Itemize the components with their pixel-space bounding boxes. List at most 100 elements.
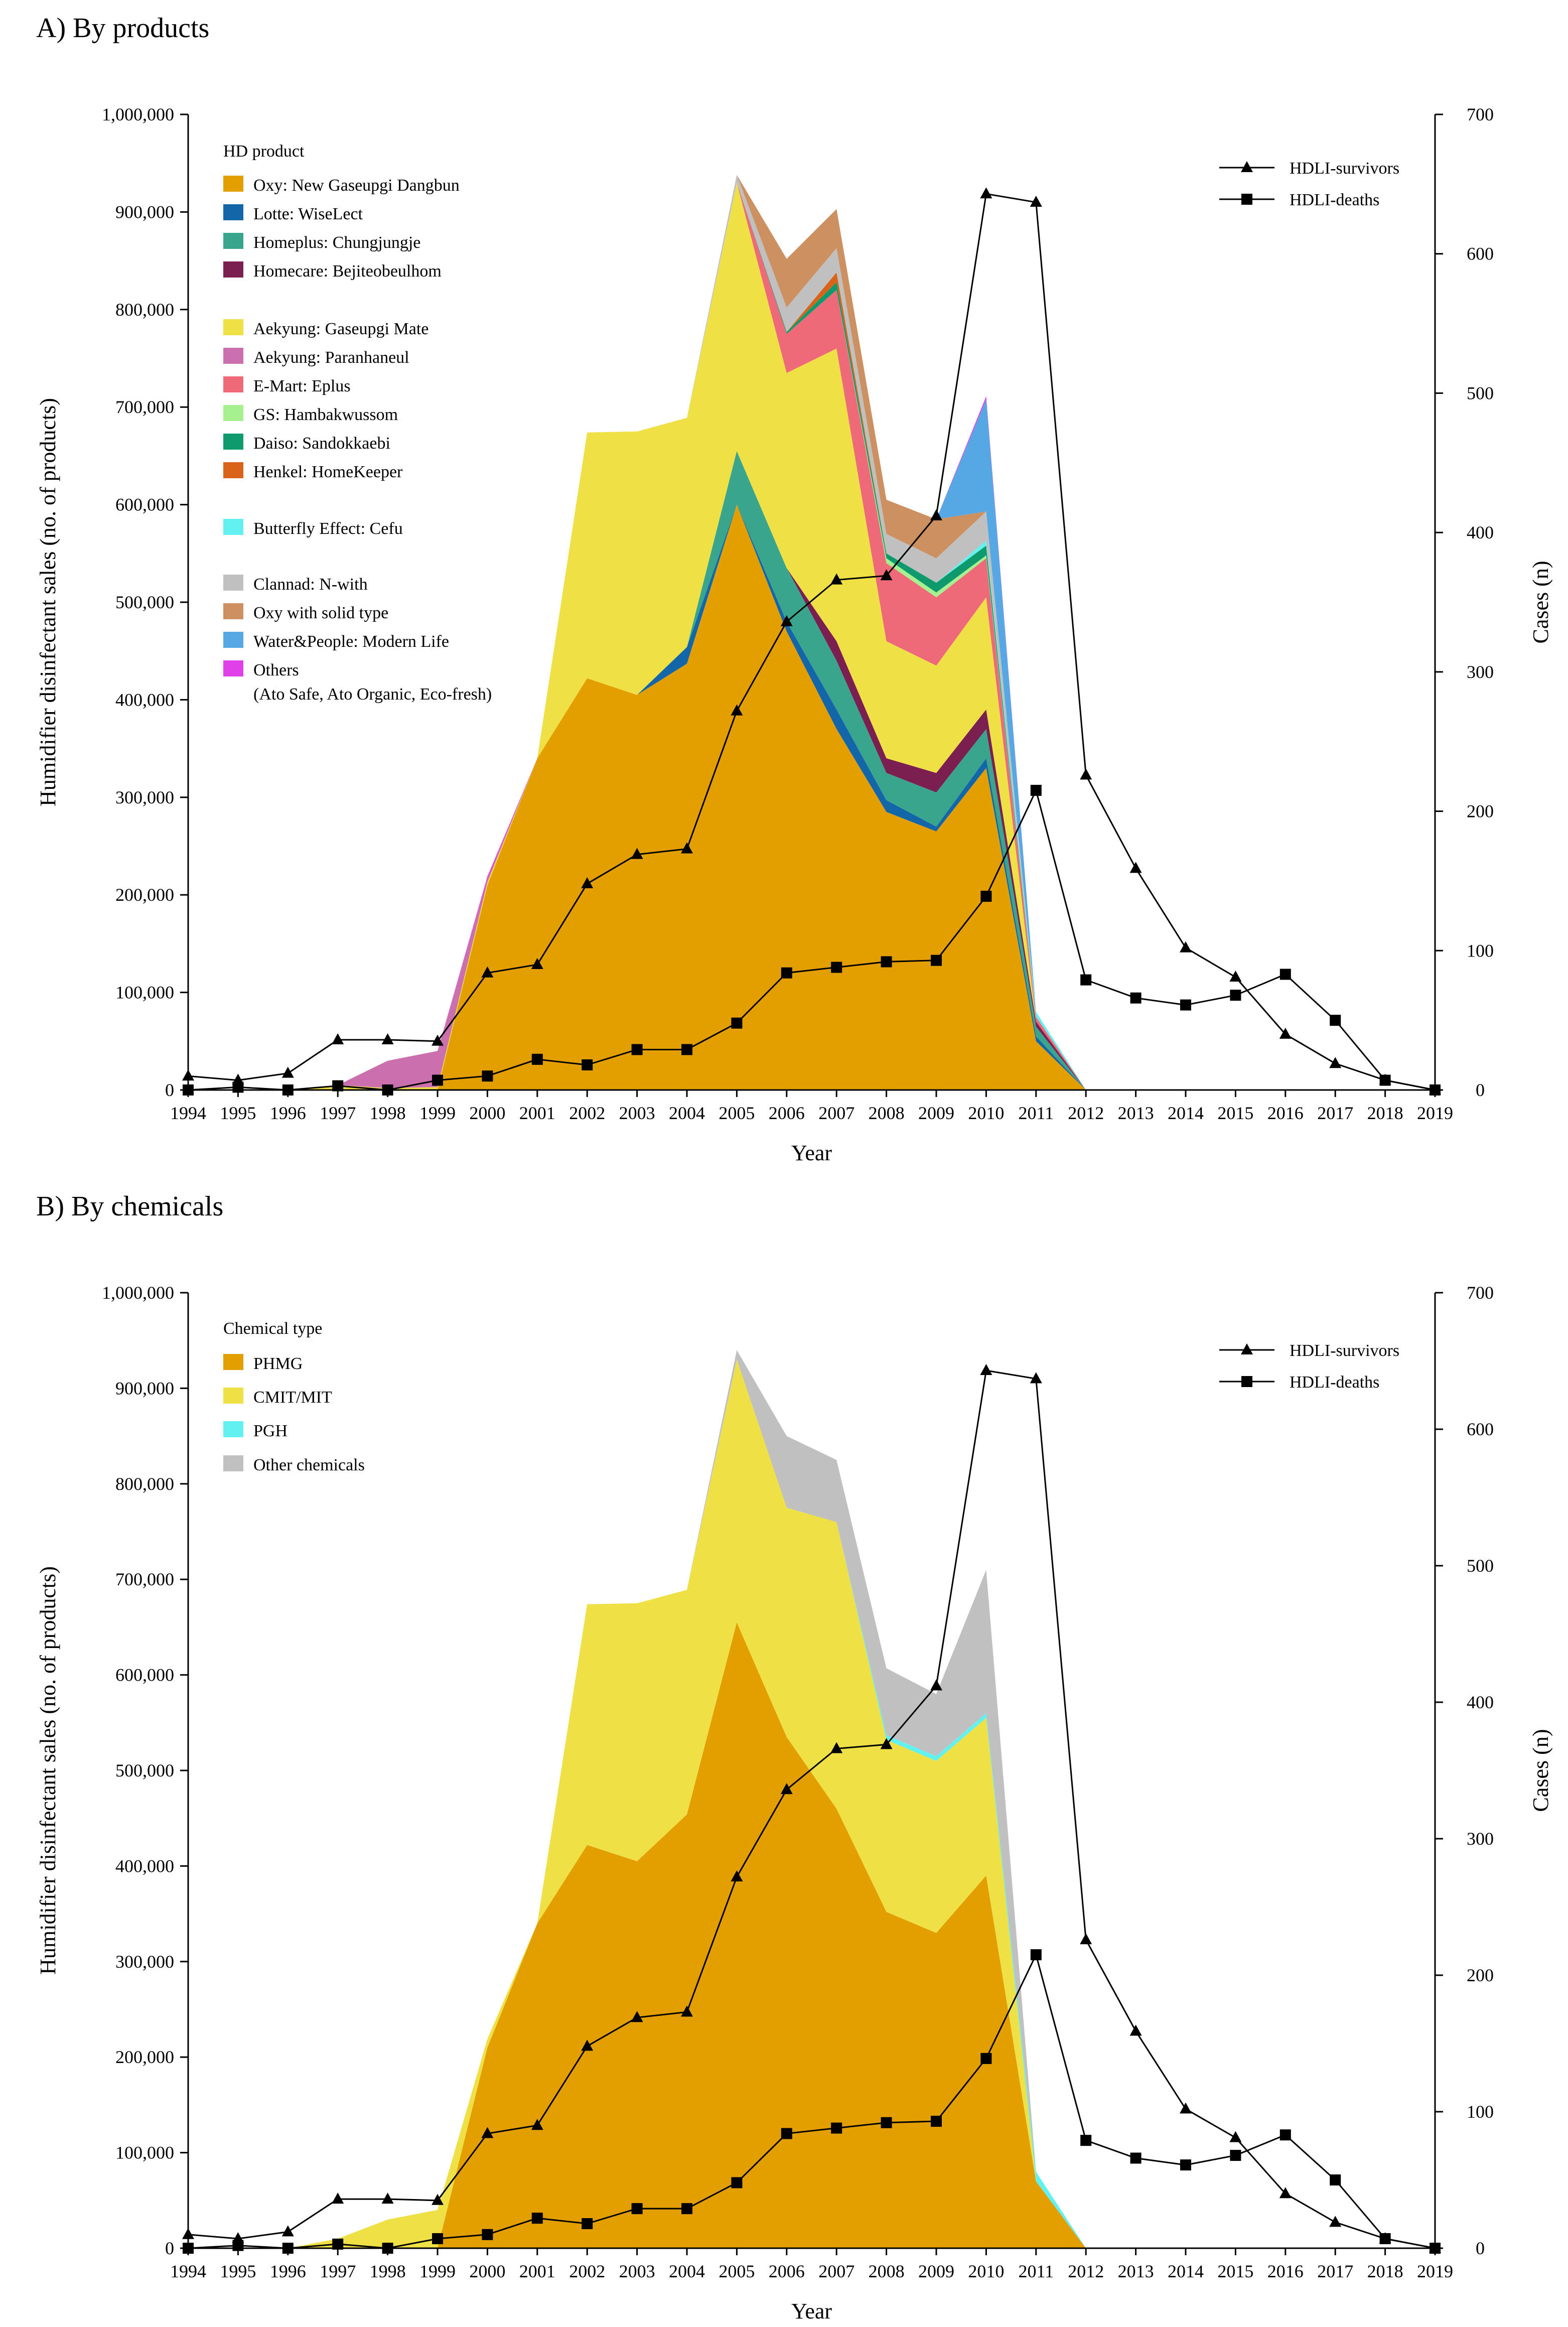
marker-square — [1230, 2150, 1241, 2161]
area-cmit-mit — [188, 1359, 1435, 2248]
panel-title: B) By chemicals — [36, 1191, 223, 1222]
marker-triangle — [880, 569, 893, 581]
marker-square — [582, 2218, 593, 2230]
x-tick-label: 2012 — [1068, 1103, 1104, 1123]
marker-triangle — [980, 187, 992, 199]
marker-square — [781, 2128, 792, 2139]
area-series-group — [188, 175, 1435, 1090]
x-tick-label: 2000 — [469, 1103, 505, 1123]
marker-triangle — [281, 2225, 294, 2237]
legend-label: Other chemicals — [253, 1456, 365, 1474]
x-tick-label: 2006 — [769, 1103, 805, 1123]
y-tick-label: 100,000 — [115, 2143, 174, 2163]
legend-label: Daiso: Sandokkaebi — [253, 434, 390, 453]
marker-triangle — [780, 1783, 793, 1795]
x-tick-label: 2008 — [869, 1103, 905, 1123]
marker-square — [731, 1017, 743, 1029]
legend-line-label: HDLI-deaths — [1290, 1373, 1379, 1392]
marker-square — [432, 2233, 443, 2244]
y-tick-label: 500,000 — [115, 1760, 174, 1781]
legend-swatch — [223, 1421, 243, 1437]
marker-triangle — [481, 2127, 494, 2138]
legend-lines: HDLI-survivors HDLI-deaths — [1219, 159, 1399, 209]
x-tick-label: 2017 — [1317, 2261, 1353, 2281]
y-tick-label: 0 — [165, 1080, 174, 1100]
legend-marker-square — [1241, 194, 1252, 205]
x-axis-label: Year — [791, 2299, 832, 2323]
marker-square — [931, 2116, 942, 2127]
legend-line-label: HDLI-survivors — [1290, 159, 1399, 178]
y2-tick-label: 500 — [1467, 1556, 1494, 1576]
marker-triangle — [880, 1738, 893, 1749]
y-tick-label: 200,000 — [115, 2047, 174, 2067]
legend-swatch — [223, 233, 243, 249]
legend-swatch — [223, 519, 243, 535]
x-tick-label: 1994 — [170, 1103, 206, 1123]
x-axis-label: Year — [791, 1141, 832, 1165]
marker-square — [1230, 990, 1241, 1001]
y2-tick-label: 200 — [1467, 1965, 1494, 1985]
marker-square — [183, 2243, 194, 2254]
marker-square — [1430, 1084, 1441, 1096]
x-tick-label: 2002 — [569, 1103, 605, 1123]
y-tick-label: 300,000 — [115, 1952, 174, 1972]
marker-square — [681, 2203, 692, 2215]
line-hdli-deaths — [183, 784, 1441, 1096]
x-tick-label: 2009 — [918, 2261, 954, 2281]
legend-areas: HD product Oxy: New Gaseupgi Dangbun Lotte… — [223, 142, 492, 704]
marker-triangle — [631, 848, 643, 859]
marker-triangle — [830, 573, 843, 585]
legend-marker-triangle — [1241, 161, 1253, 172]
legend-swatch — [223, 603, 243, 619]
marker-triangle — [332, 1033, 344, 1045]
x-tick-label: 2013 — [1118, 2261, 1154, 2281]
y-tick-label: 700,000 — [115, 397, 174, 417]
marker-square — [332, 1080, 344, 1091]
legend-label: Water&People: Modern Life — [253, 632, 449, 651]
x-tick-label: 2005 — [719, 1103, 755, 1123]
x-tick-label: 2008 — [869, 2261, 905, 2281]
legend-marker-square — [1241, 1376, 1252, 1387]
x-tick-label: 2016 — [1267, 1103, 1304, 1123]
legend-swatch — [223, 434, 243, 450]
marker-triangle — [1030, 1372, 1042, 1384]
legend-line-label: HDLI-survivors — [1290, 1341, 1399, 1360]
marker-triangle — [1279, 2187, 1292, 2199]
x-tick-label: 2019 — [1417, 1103, 1453, 1123]
line-path-hdli-deaths — [188, 1952, 1436, 2249]
y-axis-label: Humidifier disinfectant sales (no. of pr… — [36, 398, 60, 806]
legend-label: Homecare: Bejiteobeulhom — [253, 262, 442, 281]
legend-label: Henkel: HomeKeeper — [253, 463, 403, 481]
line-path-hdli-deaths — [188, 788, 1436, 1091]
marker-square — [1330, 1015, 1341, 1026]
legend-swatch — [223, 261, 243, 278]
marker-square — [1080, 2135, 1092, 2146]
x-tick-label: 2010 — [968, 1103, 1004, 1123]
y2-tick-label: 300 — [1467, 662, 1494, 682]
y2-tick-label: 700 — [1467, 104, 1494, 124]
x-tick-label: 2011 — [1018, 1103, 1054, 1123]
marker-triangle — [830, 1742, 843, 1753]
y-tick-label: 400,000 — [115, 1856, 174, 1876]
y-tick-label: 500,000 — [115, 592, 174, 612]
legend-swatch — [223, 176, 243, 192]
x-tick-label: 1995 — [220, 2261, 256, 2281]
marker-square — [1379, 1074, 1391, 1086]
marker-triangle — [182, 2228, 194, 2239]
marker-square — [1130, 2152, 1142, 2164]
legend-swatch — [223, 632, 243, 648]
y2-tick-label: 600 — [1467, 244, 1494, 264]
x-tick-label: 2019 — [1417, 2261, 1453, 2281]
marker-triangle — [381, 2193, 394, 2204]
marker-triangle — [1080, 1933, 1092, 1945]
marker-triangle — [731, 704, 743, 716]
legend-swatch — [223, 1354, 243, 1370]
marker-square — [482, 1070, 493, 1082]
y2-tick-label: 600 — [1467, 1419, 1494, 1439]
marker-triangle — [1229, 2131, 1242, 2142]
marker-square — [781, 967, 792, 979]
x-tick-label: 2002 — [569, 2261, 605, 2281]
y-tick-label: 100,000 — [115, 983, 174, 1003]
x-tick-label: 1999 — [419, 1103, 456, 1123]
y-tick-label: 700,000 — [115, 1569, 174, 1589]
